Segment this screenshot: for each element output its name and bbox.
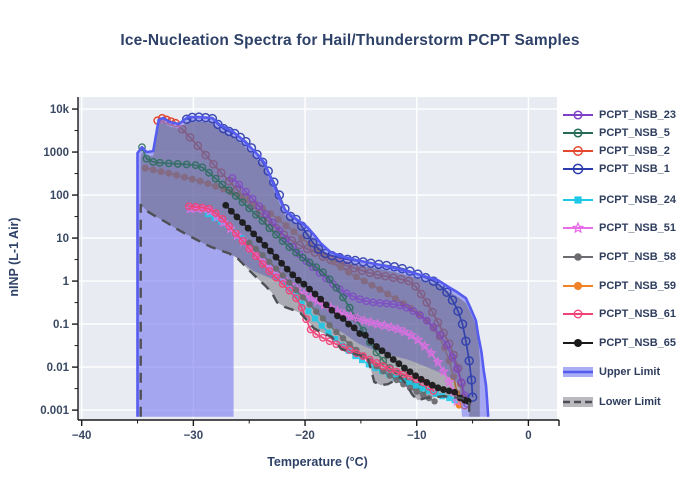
legend-swatch-icon: [563, 146, 593, 156]
axes: −40 −30 −20 −10 0 10k 1000 100 10 1 0.1 0.01 0.001: [40, 97, 560, 442]
y-tick-label: 0.001: [40, 405, 69, 417]
legend-swatch-icon: [563, 397, 593, 407]
legend-label: PCPT_NSB_61: [599, 308, 677, 320]
legend-label: PCPT_NSB_24: [599, 194, 677, 206]
legend-item-pcpt-nsb-23[interactable]: PCPT_NSB_23: [562, 107, 676, 123]
legend-swatch-icon: [563, 281, 593, 291]
legend-swatch-icon: [563, 339, 593, 347]
legend-item-pcpt-nsb-5[interactable]: PCPT_NSB_5: [562, 125, 670, 141]
legend-item-pcpt-nsb-2[interactable]: PCPT_NSB_2: [562, 143, 670, 159]
legend-swatch-icon: [563, 196, 593, 204]
y-tick-label: 1000: [43, 147, 69, 159]
legend-swatch-icon: [563, 163, 593, 175]
upper-limit-line[interactable]: [136, 115, 490, 417]
series-PCPT_NSB_5[interactable]: [138, 143, 428, 394]
legend-item-pcpt-nsb-58[interactable]: PCPT_NSB_58: [562, 249, 676, 265]
y-tick-label: 0.01: [47, 362, 70, 374]
x-tick-label: 0: [525, 430, 531, 442]
data-layer: [136, 112, 490, 417]
legend-label: PCPT_NSB_59: [599, 280, 677, 292]
y-tick-label: 1: [63, 276, 70, 288]
series-PCPT_NSB_58[interactable]: [246, 239, 438, 405]
legend-item-upper-limit[interactable]: Upper Limit: [562, 364, 660, 380]
legend-swatch-icon: [563, 309, 593, 319]
x-tick-label: −10: [407, 430, 427, 442]
y-tick-label: 10k: [50, 104, 70, 116]
legend-label: PCPT_NSB_2: [599, 145, 670, 157]
y-tick-label: 0.1: [53, 319, 70, 331]
x-tick-label: −30: [184, 430, 204, 442]
legend-label: PCPT_NSB_5: [599, 127, 670, 139]
legend-item-pcpt-nsb-65[interactable]: PCPT_NSB_65: [562, 335, 676, 351]
legend-swatch-icon: [563, 253, 593, 261]
legend-swatch-icon: [563, 367, 593, 377]
legend-swatch-icon: [563, 110, 593, 120]
lower-limit-line[interactable]: [139, 203, 471, 417]
y-tick-label: 100: [50, 190, 69, 202]
legend-item-lower-limit[interactable]: Lower Limit: [562, 394, 661, 410]
legend-label: PCPT_NSB_51: [599, 222, 677, 234]
legend-label: PCPT_NSB_1: [599, 163, 670, 175]
legend-swatch-icon: [563, 221, 593, 234]
legend-item-pcpt-nsb-24[interactable]: PCPT_NSB_24: [562, 192, 676, 208]
legend-item-pcpt-nsb-1[interactable]: PCPT_NSB_1: [562, 161, 670, 177]
legend-label: Upper Limit: [599, 366, 661, 378]
y-axis-title: nINP (L-1 Air): [7, 217, 21, 297]
legend-swatch-icon: [563, 128, 593, 138]
legend: PCPT_NSB_23 PCPT_NSB_5 PCPT_NSB_2 PCPT_NSB_…: [562, 0, 700, 500]
legend-label: PCPT_NSB_65: [599, 337, 677, 349]
y-tick-label: 10: [56, 233, 69, 245]
x-tick-label: −40: [72, 430, 92, 442]
series-PCPT_NSB_65[interactable]: [222, 201, 472, 405]
legend-label: PCPT_NSB_58: [599, 251, 677, 263]
x-tick-label: −20: [295, 430, 315, 442]
legend-item-pcpt-nsb-59[interactable]: PCPT_NSB_59: [562, 278, 676, 294]
legend-item-pcpt-nsb-51[interactable]: PCPT_NSB_51: [562, 220, 676, 236]
chart-title: Ice-Nucleation Spectra for Hail/Thunders…: [120, 32, 580, 49]
x-axis-title: Temperature (°C): [267, 455, 368, 469]
legend-label: PCPT_NSB_23: [599, 109, 677, 121]
legend-item-pcpt-nsb-61[interactable]: PCPT_NSB_61: [562, 306, 676, 322]
legend-label: Lower Limit: [599, 396, 661, 408]
